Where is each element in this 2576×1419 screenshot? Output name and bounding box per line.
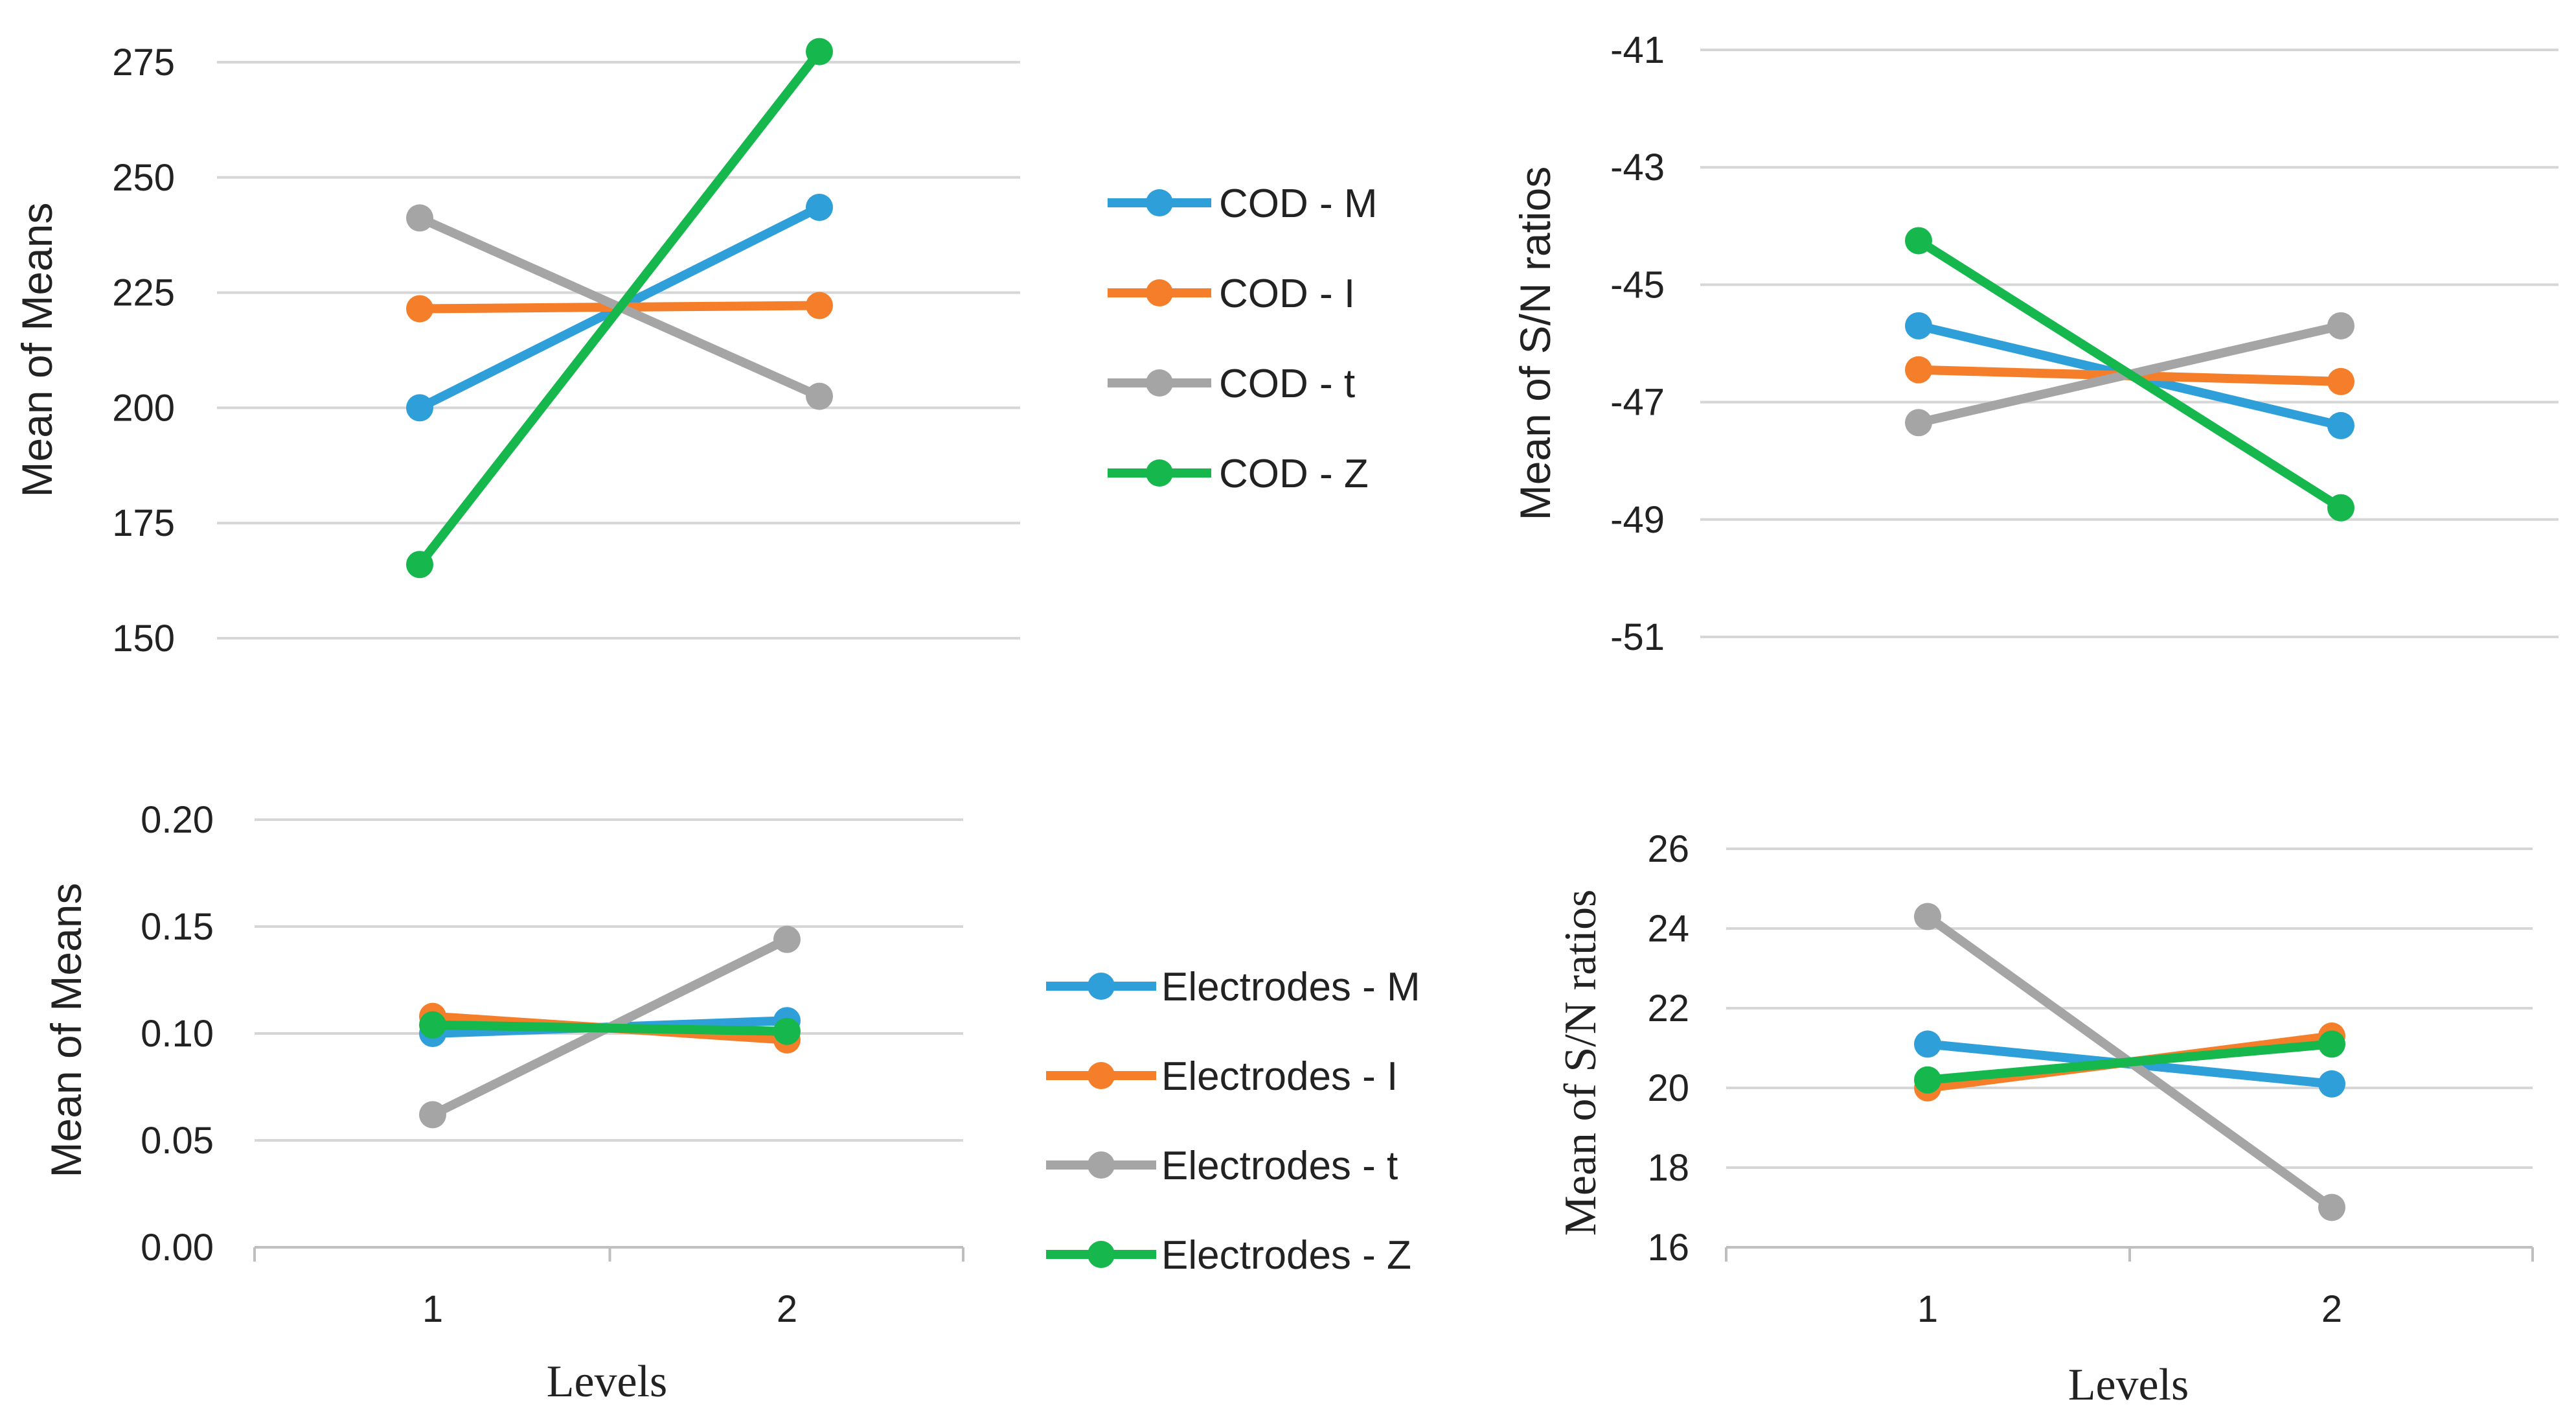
y-tick-label: 200: [112, 387, 175, 429]
y-tick-label: 150: [112, 617, 175, 660]
y-axis-title: Mean of S/N ratios: [1511, 167, 1559, 521]
data-point: [806, 292, 833, 319]
data-point: [806, 382, 833, 410]
legend-label: COD - Z: [1219, 452, 1369, 496]
data-point: [806, 194, 833, 222]
legend-entry: COD - I: [1108, 271, 1355, 316]
legend: COD - M COD - I COD - t COD - Z: [1108, 181, 1378, 496]
y-tick-label: 250: [112, 157, 175, 199]
legend-swatch-marker: [1146, 279, 1173, 306]
data-point: [1905, 312, 1932, 340]
legend-label: Electrodes - Z: [1161, 1233, 1411, 1278]
data-point: [1905, 227, 1932, 255]
data-point: [406, 394, 433, 422]
data-point: [406, 295, 433, 323]
series-cod-z: [1905, 227, 2354, 522]
legend-entry: Electrodes - t: [1046, 1144, 1398, 1188]
legend-swatch-marker: [1088, 1151, 1115, 1179]
y-tick-label: 20: [1647, 1067, 1689, 1109]
x-tick-label: 1: [422, 1288, 443, 1330]
series-line: [1923, 1039, 2336, 1085]
legend-entry: Electrodes - I: [1046, 1054, 1398, 1099]
data-point: [2327, 494, 2354, 522]
y-tick-label: 0.00: [141, 1227, 214, 1269]
series-line: [415, 47, 824, 570]
y-tick-label: 0.15: [141, 906, 214, 948]
cod-sn-chart: -51 -49 -47 -45 -43 -41 Mean of S/N ratios: [1511, 29, 2559, 658]
series-electrodes-z: [419, 1011, 801, 1045]
y-tick-label: -47: [1610, 382, 1665, 424]
legend-entry: Electrodes - Z: [1046, 1233, 1411, 1278]
y-axis-title: Mean of S/N ratios: [1556, 890, 1606, 1236]
y-tick-label: -41: [1610, 29, 1665, 71]
data-point: [1914, 1066, 1941, 1094]
y-axis-title: Mean of Means: [13, 203, 61, 498]
data-point: [773, 1017, 801, 1045]
data-point: [1905, 409, 1932, 437]
x-tick-label: 2: [777, 1288, 797, 1330]
y-tick-label: 22: [1647, 987, 1689, 1030]
y-tick-label: 175: [112, 502, 175, 544]
y-tick-label: -51: [1610, 616, 1665, 658]
series-cod-z: [406, 38, 833, 579]
data-point: [2318, 1030, 2345, 1058]
legend-swatch-marker: [1088, 973, 1115, 1000]
series-line: [1914, 236, 2345, 513]
legend-swatch-marker: [1088, 1241, 1115, 1268]
x-tick-label: 1: [1917, 1288, 1938, 1330]
y-tick-label: 225: [112, 272, 175, 314]
data-point: [406, 204, 433, 232]
data-point: [406, 551, 433, 579]
legend-label: COD - t: [1219, 362, 1355, 406]
data-point: [419, 1011, 446, 1039]
legend-label: Electrodes - M: [1161, 965, 1420, 1009]
legend-entry: COD - M: [1108, 181, 1378, 226]
x-axis-title: Levels: [547, 1357, 668, 1407]
legend-entry: COD - Z: [1108, 452, 1369, 496]
data-point: [2318, 1070, 2345, 1098]
data-point: [419, 1101, 446, 1129]
data-point: [2327, 367, 2354, 395]
y-tick-label: -43: [1610, 146, 1665, 189]
legend-swatch-marker: [1146, 459, 1173, 487]
series-line: [428, 1020, 792, 1036]
data-point: [2327, 411, 2354, 439]
data-point: [806, 38, 833, 65]
legend-swatch-marker: [1146, 189, 1173, 216]
series-electrodes-z: [1914, 1030, 2345, 1094]
legend-swatch-marker: [1088, 1062, 1115, 1089]
legend: Electrodes - M Electrodes - I Electrodes -…: [1046, 965, 1420, 1278]
y-tick-label: 0.20: [141, 799, 214, 841]
y-tick-label: 0.05: [141, 1120, 214, 1162]
legend-entry: Electrodes - M: [1046, 965, 1420, 1009]
legend-label: COD - M: [1219, 181, 1378, 226]
data-point: [1914, 903, 1941, 930]
x-axis-title: Levels: [2068, 1360, 2189, 1410]
x-tick-label: 2: [2321, 1288, 2342, 1330]
y-tick-label: 16: [1647, 1227, 1689, 1269]
legend-label: COD - I: [1219, 271, 1355, 316]
y-tick-label: -49: [1610, 499, 1665, 541]
electrodes-sn-chart: 16 18 20 22 24 26 1 2 Mean of S/N ratios Levels: [1556, 828, 2534, 1410]
data-point: [2318, 1194, 2345, 1221]
y-tick-label: 275: [112, 41, 175, 84]
data-point: [2327, 312, 2354, 340]
y-tick-label: 24: [1647, 908, 1689, 950]
legend-swatch-marker: [1146, 369, 1173, 397]
data-point: [773, 925, 801, 953]
data-point: [1914, 1030, 1941, 1058]
legend-label: Electrodes - t: [1161, 1144, 1398, 1188]
legend-entry: COD - t: [1108, 362, 1355, 406]
y-tick-label: 18: [1647, 1147, 1689, 1189]
data-point: [1905, 356, 1932, 384]
y-axis-title: Mean of Means: [42, 883, 90, 1178]
electrodes-means-chart: 0.00 0.05 0.10 0.15 0.20 1 2 Mean of Means Level…: [42, 799, 1420, 1407]
y-tick-label: 26: [1647, 828, 1689, 870]
legend-label: Electrodes - I: [1161, 1054, 1398, 1099]
y-tick-label: 0.10: [141, 1013, 214, 1055]
y-tick-label: -45: [1610, 264, 1665, 306]
